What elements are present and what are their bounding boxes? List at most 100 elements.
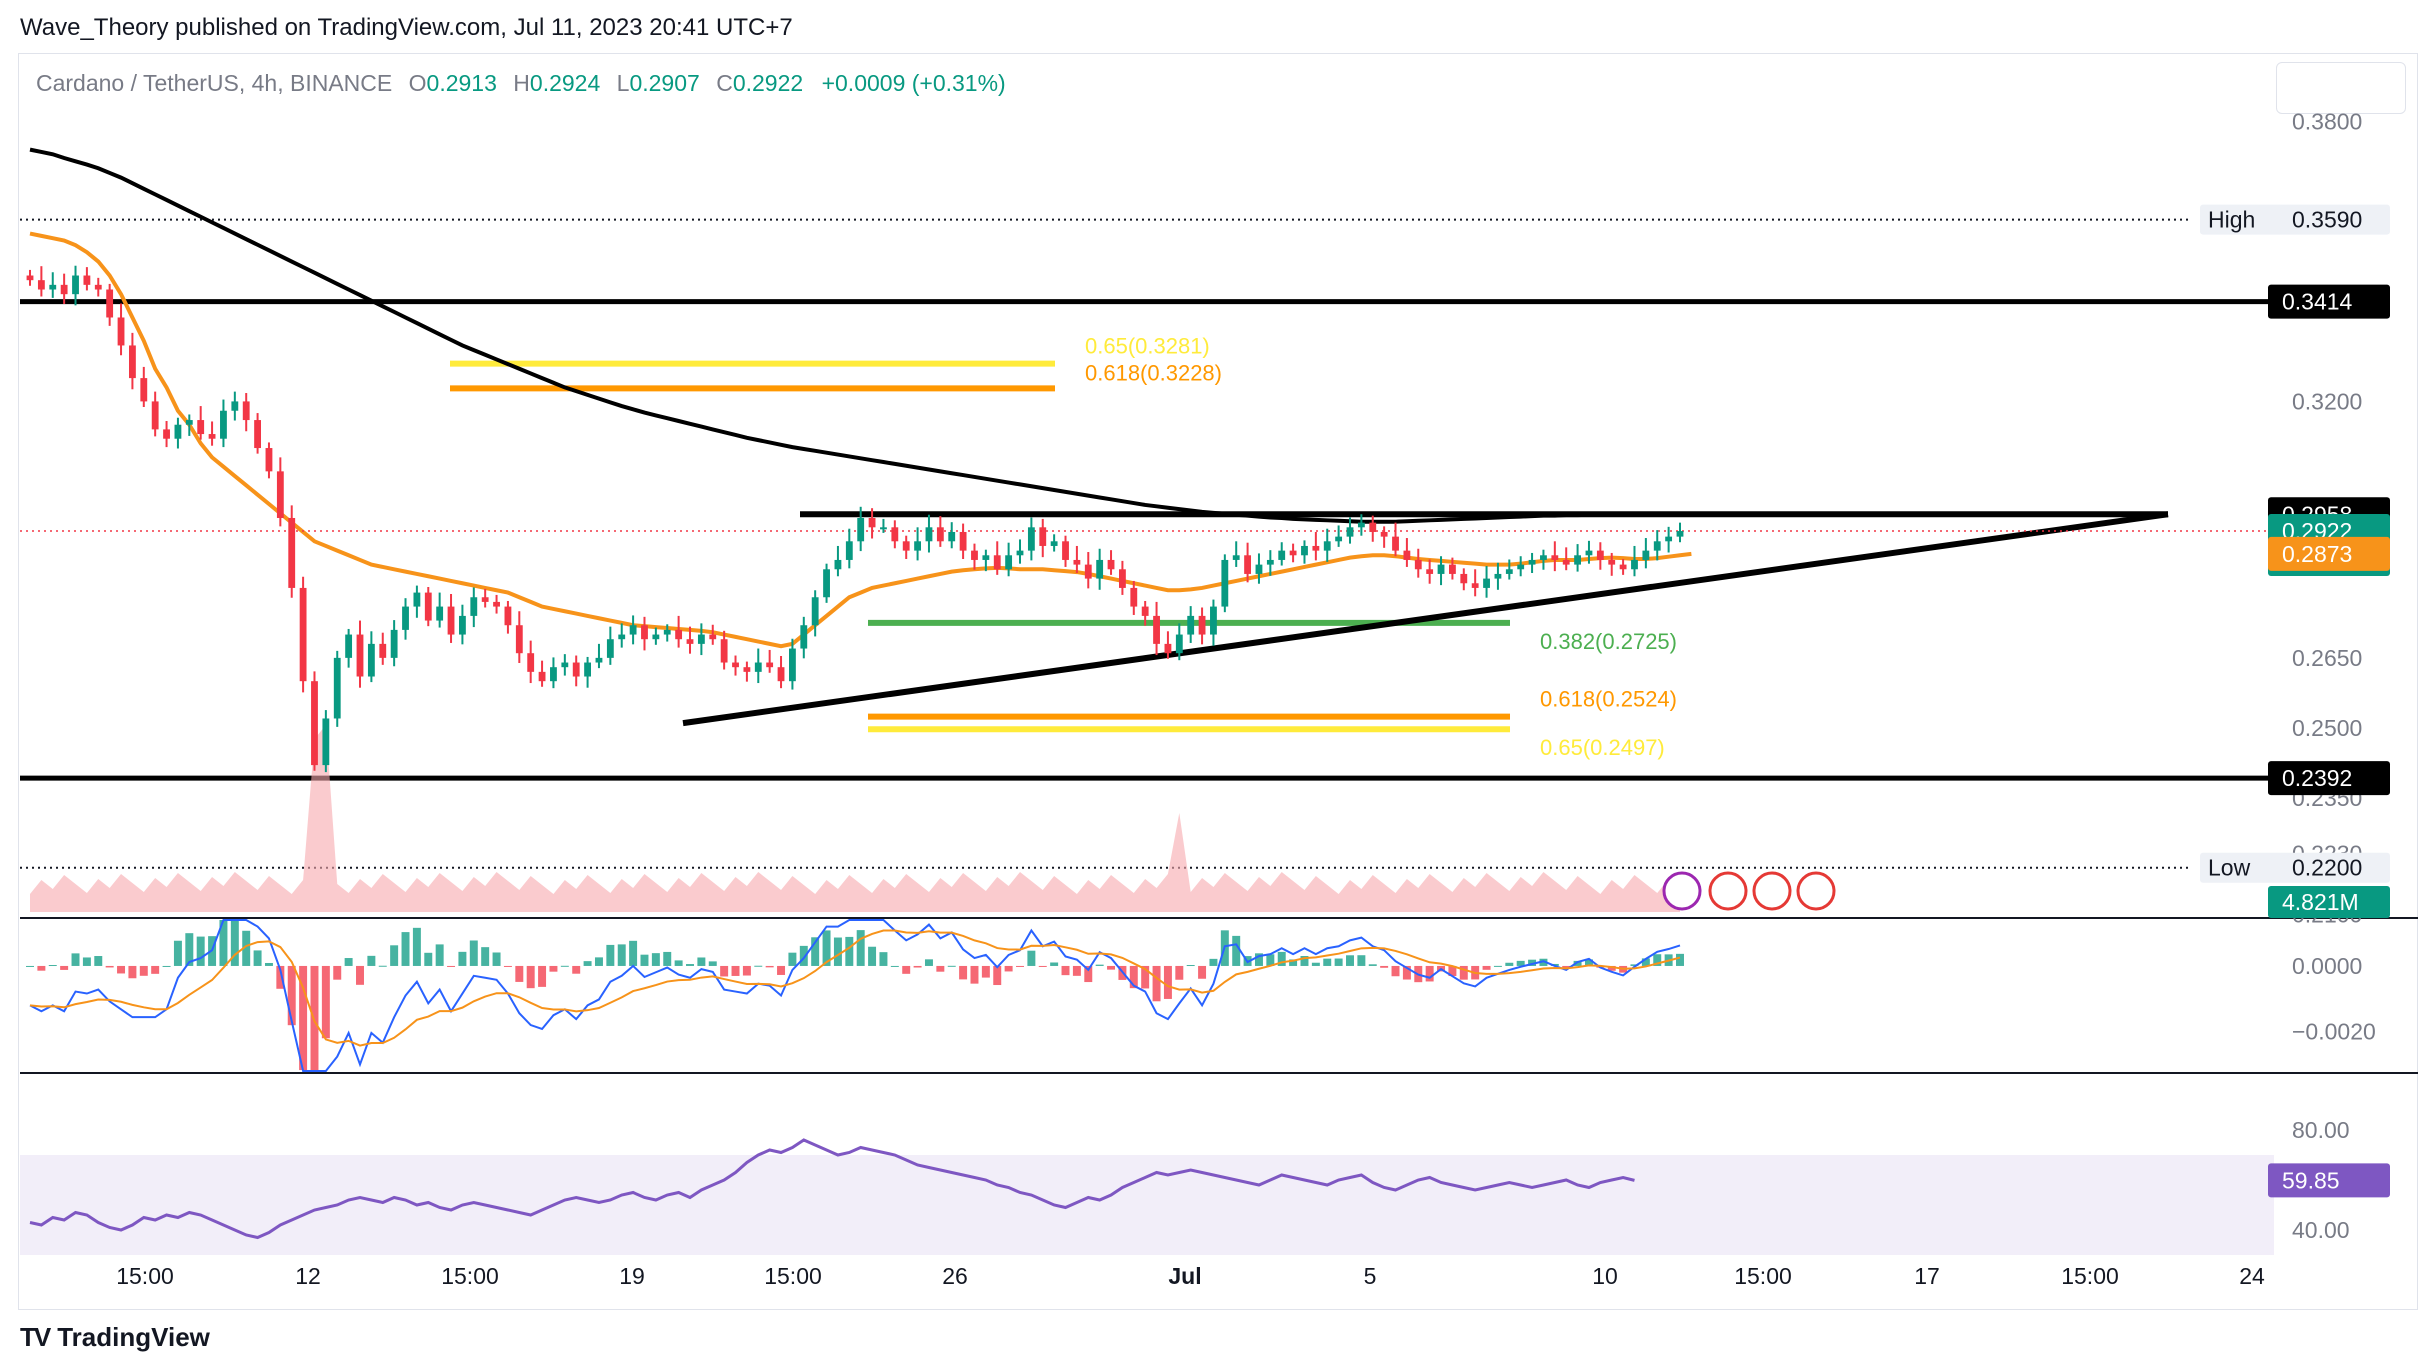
macd-histogram-bar [185,933,194,966]
macd-histogram-bar [674,960,683,966]
candle-body [1232,555,1240,560]
candle-body [242,401,250,421]
candle-body [891,527,899,542]
macd-histogram-bar [117,965,126,974]
candle-body [390,629,398,658]
rsi-band [20,1155,2274,1255]
candle-body [1369,522,1377,532]
close-value: 0.2922 [732,70,804,96]
candle-body [504,606,512,626]
price-axis-tick: 0.3800 [2292,109,2362,135]
candle-body [424,592,432,621]
candle-body [652,634,660,640]
candle-body [561,662,569,668]
chart-frame[interactable] [18,53,2418,1310]
candle-body [106,289,114,318]
candle-body [117,317,125,346]
macd-histogram-bar [196,936,205,966]
candle-body [1653,541,1661,551]
candle-body [1517,564,1525,570]
candle-body [1096,559,1104,579]
candle-body [1426,569,1434,574]
price-level-tag [2268,761,2390,796]
candle-body [447,606,455,635]
candle-body [880,527,887,530]
price-axis-tick: 0.2650 [2292,645,2362,671]
macd-histogram-bar [913,965,922,968]
macd-histogram-bar [82,957,91,966]
candle-body [959,531,967,551]
macd-histogram-bar [1528,959,1537,966]
candle-body [709,634,717,640]
candle-body [1039,527,1047,546]
us-flag-event-icon [1752,871,1792,911]
macd-histogram-bar [1368,964,1377,966]
macd-histogram-bar [572,965,581,974]
macd-histogram-bar [959,965,968,980]
macd-histogram-bar [1516,960,1525,966]
candle-body [1528,559,1536,565]
macd-histogram-bar [356,965,364,985]
candle-body [800,625,808,649]
candle-body [1403,550,1411,560]
candle-body [1107,559,1115,570]
candle-body [254,420,261,449]
candle-body [572,662,580,677]
macd-histogram-bar [1459,965,1468,980]
macd-histogram-bar [1607,965,1616,971]
publisher-line: Wave_Theory published on TradingView.com… [20,14,793,41]
candle-body [26,275,34,281]
candle-body [72,275,79,295]
candle-body [265,448,273,472]
time-axis-tick: 15:00 [1734,1263,1792,1289]
candle-body [1301,545,1308,556]
candle-body [37,280,45,290]
time-axis-tick: 15:00 [116,1263,174,1289]
macd-histogram-bar [1198,965,1207,979]
candle-body [993,555,1001,570]
fib-level-label: 0.618(0.2524) [1540,687,1677,712]
candle-body [459,615,466,635]
macd-histogram-bar [515,965,524,982]
macd-histogram-bar [902,965,911,974]
candle-body [140,378,148,402]
price-level-tag-text: 0.2392 [2282,765,2352,791]
tradingview-logo[interactable]: TV TradingView [20,1322,210,1353]
candle-body [1119,569,1126,588]
candle-body [1380,531,1388,537]
candle-body [356,634,364,677]
candle-body [811,597,819,626]
macd-histogram-bar [822,930,831,966]
volume-tag-text: 4.821M [2282,889,2359,915]
fib-level-label: 0.382(0.2725) [1540,629,1677,654]
candle-body [686,639,694,644]
macd-histogram-bar [720,965,729,977]
macd-histogram-bar [879,952,888,966]
candle-body [231,401,239,411]
candle-body [1221,559,1229,607]
macd-histogram-bar [1163,965,1172,999]
candle-body [1471,583,1479,588]
macd-histogram-bar [583,961,592,966]
candle-body [1210,606,1217,635]
candle-body [845,541,853,560]
macd-histogram-bar [503,965,512,967]
low-value: 0.2907 [629,70,700,96]
chart-settings-box[interactable] [2276,62,2406,114]
candle-body [1460,573,1468,584]
time-axis-tick: 10 [1592,1263,1618,1289]
extreme-level-tag [2200,852,2390,883]
candle-body [1392,536,1399,551]
candle-body [1141,606,1149,616]
candle-body [311,681,318,766]
rsi-line [29,1138,1635,1240]
rsi-axis-tick: 80.00 [2292,1117,2350,1143]
macd-histogram-bar [811,937,820,966]
candle-body [732,662,739,668]
macd-histogram-bar [1004,965,1013,972]
candle-body [1540,555,1547,560]
candle-body [163,429,170,439]
candle-body [1608,559,1616,565]
macd-axis-tick: −0.0020 [2292,1019,2376,1045]
